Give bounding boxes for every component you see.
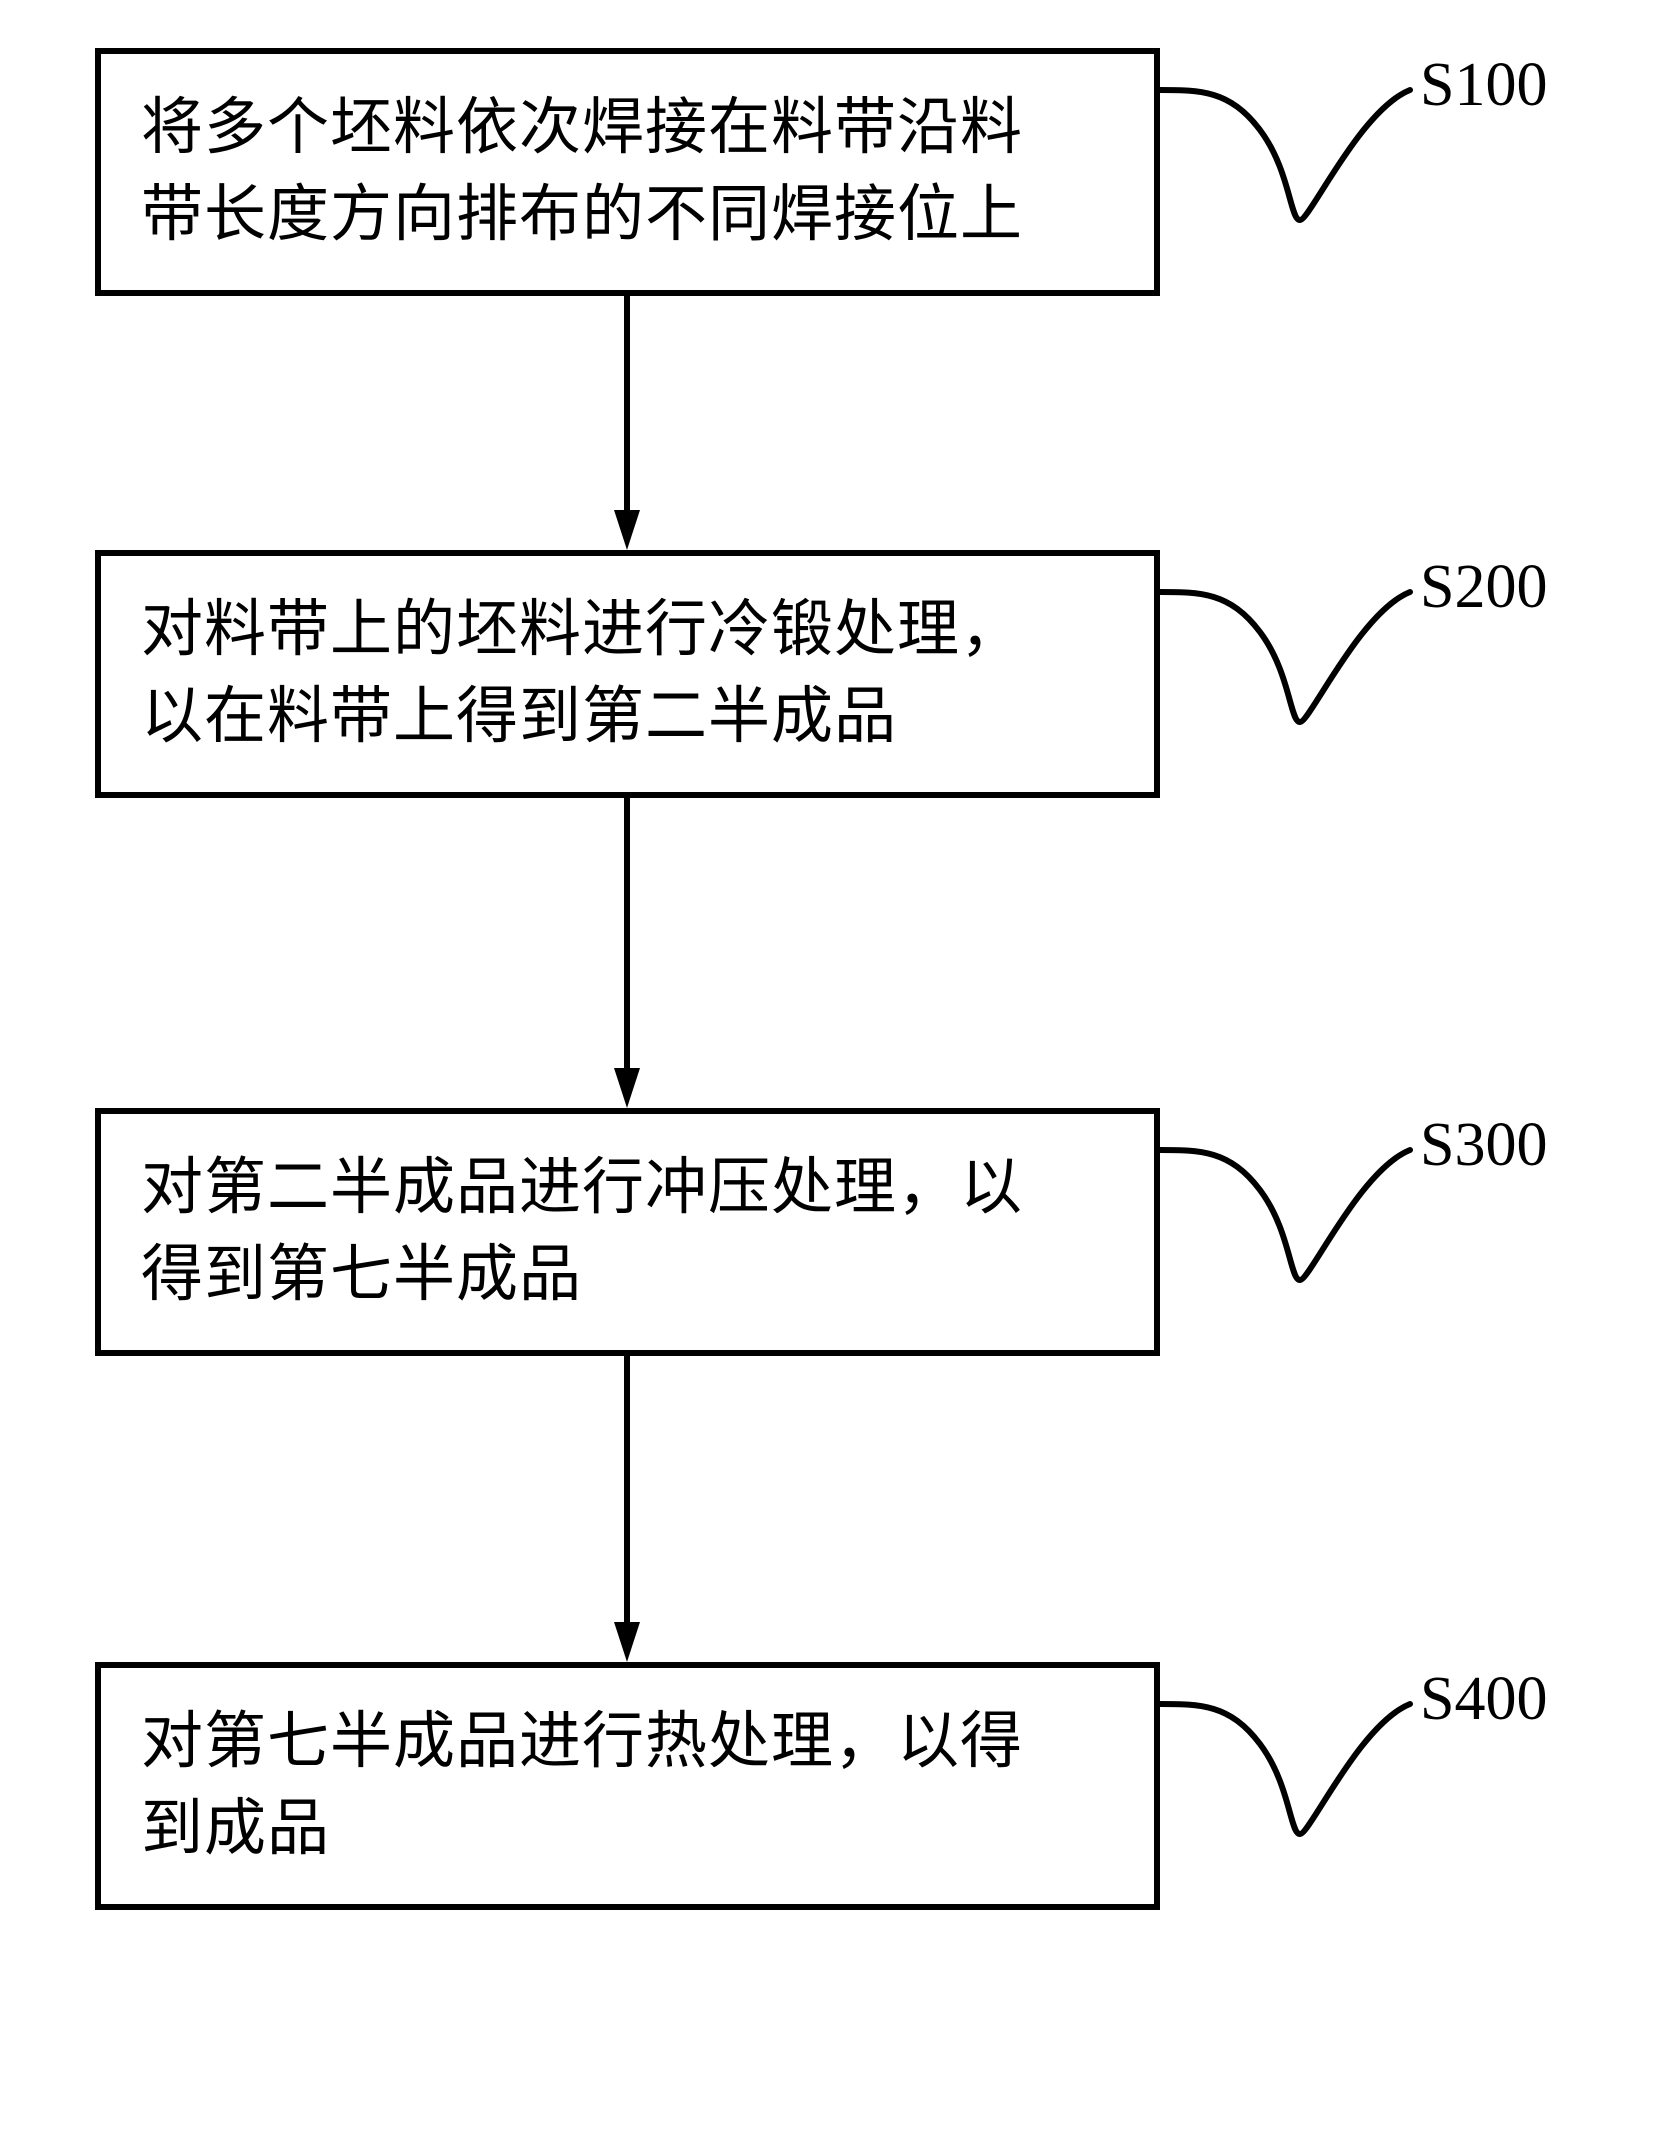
overlay-svg xyxy=(0,0,1680,2154)
flowchart-canvas: 将多个坯料依次焊接在料带沿料 带长度方向排布的不同焊接位上 S100 对料带上的… xyxy=(0,0,1680,2154)
